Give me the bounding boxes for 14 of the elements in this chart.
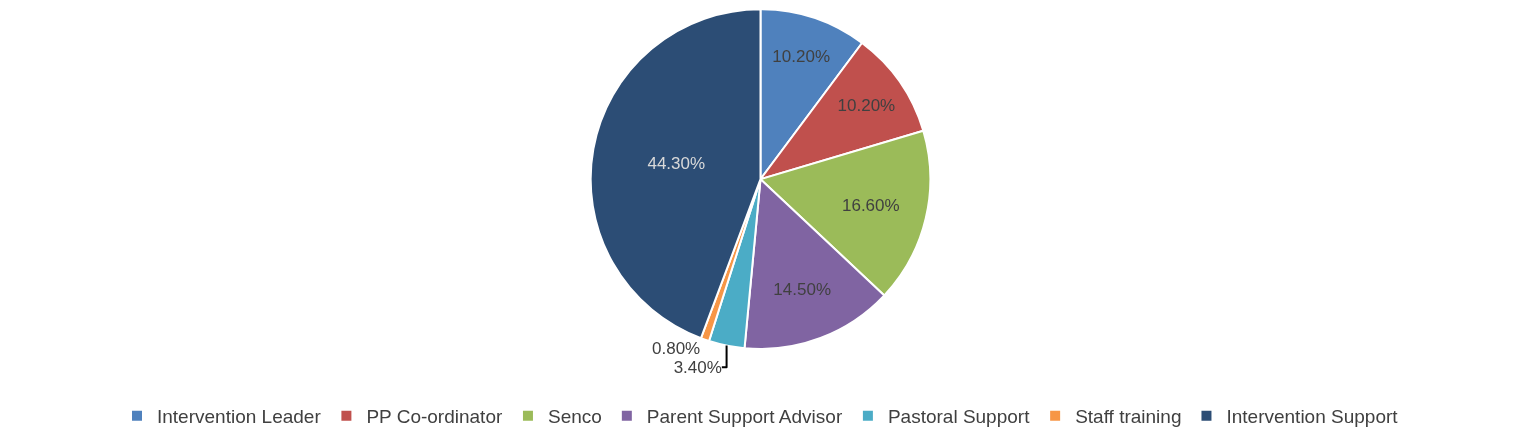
legend-label: Parent Support Advisor (646, 406, 843, 428)
data-label: 14.50% (773, 279, 832, 299)
data-label: 10.20% (837, 95, 896, 115)
legend-label: PP Co-ordinator (366, 406, 503, 428)
data-label: 10.20% (772, 47, 831, 67)
legend-label: Intervention Support (1226, 406, 1399, 428)
legend-label: Pastoral Support (887, 406, 1031, 428)
data-label: 44.30% (647, 154, 706, 174)
data-label: 0.80% (652, 338, 701, 358)
legend-label: Staff training (1075, 406, 1182, 428)
data-label: 16.60% (841, 195, 900, 215)
legend-label: Senco (547, 406, 602, 428)
legend-label: Intervention Leader (157, 406, 322, 428)
data-label: 3.40% (673, 357, 722, 377)
